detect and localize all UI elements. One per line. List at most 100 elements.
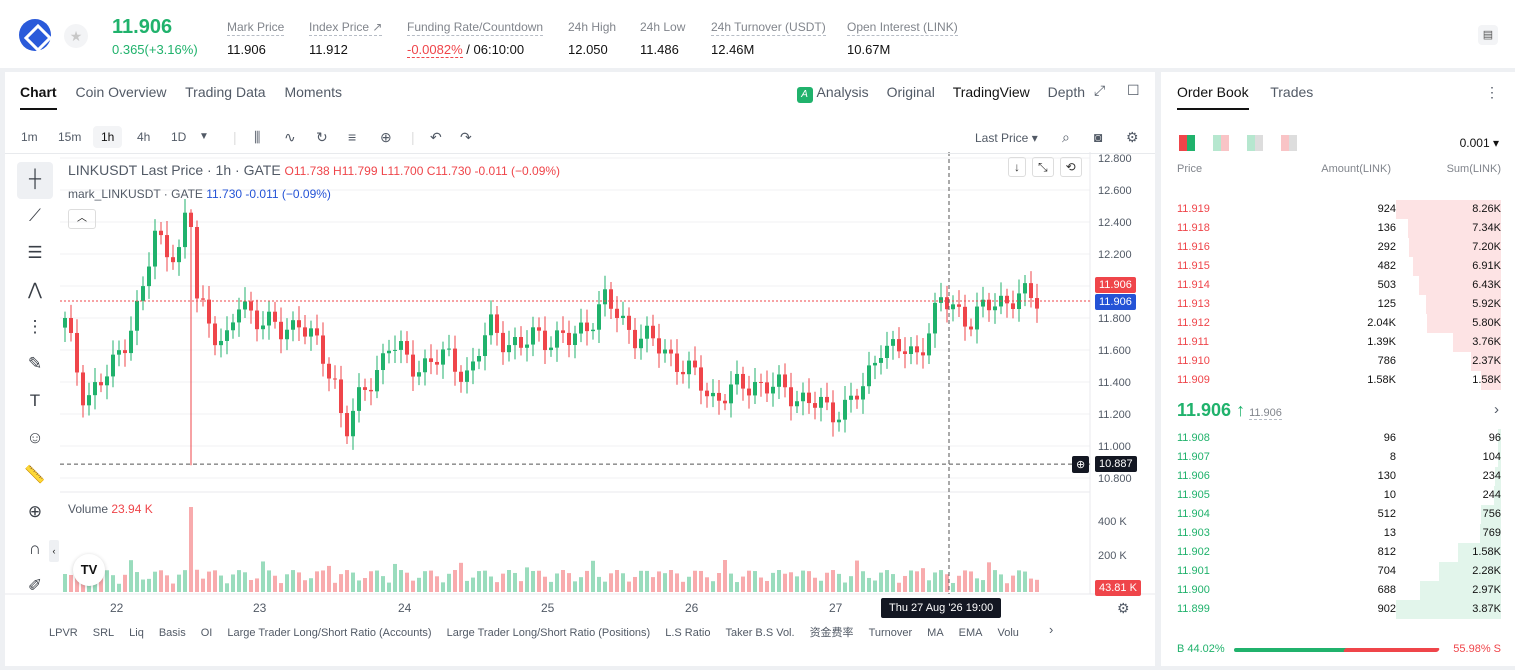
expand-icon[interactable]: ⤢: [1094, 82, 1106, 98]
chevron-right-icon[interactable]: ›: [1049, 622, 1054, 637]
emoji-icon[interactable]: ☺: [26, 428, 44, 447]
mid-price[interactable]: 11.906 ↑ 11.906: [1177, 400, 1282, 420]
interval-15m[interactable]: 15m: [58, 130, 82, 144]
templates-icon[interactable]: ≡: [348, 129, 357, 145]
layout-asks-icon[interactable]: [1281, 135, 1297, 151]
camera-icon[interactable]: ◙: [1094, 129, 1103, 145]
volume-bar: [735, 582, 739, 592]
interval-4h[interactable]: 4h: [137, 130, 151, 144]
indicator-7[interactable]: L.S Ratio: [665, 627, 711, 639]
trendline-icon[interactable]: ⟋: [29, 206, 41, 225]
more-icon[interactable]: ⋮: [1485, 84, 1499, 100]
layout-bids-icon[interactable]: [1247, 135, 1263, 151]
toolbar-collapse-button[interactable]: ‹: [49, 540, 59, 562]
indicator-9[interactable]: 资金费率: [809, 627, 854, 639]
tab-coin-overview[interactable]: Coin Overview: [75, 84, 167, 100]
asks-row[interactable]: 11.914 503 6.43K: [1177, 276, 1501, 295]
view-depth[interactable]: Depth: [1047, 84, 1085, 100]
undo-icon[interactable]: ↶: [430, 129, 442, 145]
indicator-10[interactable]: Turnover: [868, 627, 913, 639]
search-icon[interactable]: ⌕: [1062, 129, 1070, 145]
bids-row[interactable]: 11.899 902 3.87K: [1177, 600, 1501, 619]
favorite-star-icon[interactable]: ★: [64, 24, 88, 48]
view-tradingview[interactable]: TradingView: [952, 84, 1030, 100]
candle-type-icon[interactable]: ⫼: [254, 129, 261, 145]
bids-row[interactable]: 11.902 812 1.58K: [1177, 543, 1501, 562]
ruler-icon[interactable]: 📏: [24, 465, 46, 484]
hlines-icon[interactable]: ☰: [27, 243, 43, 262]
scroll-down-icon[interactable]: ↓: [1008, 157, 1026, 177]
indicator-13[interactable]: Volu: [997, 627, 1019, 639]
stat-mark-price[interactable]: Mark Price 11.906: [227, 20, 285, 57]
fib-icon[interactable]: ⋮: [26, 317, 44, 336]
indicator-12[interactable]: EMA: [958, 627, 983, 639]
view-original[interactable]: Original: [886, 84, 935, 100]
bids-row[interactable]: 11.901 704 2.28K: [1177, 562, 1501, 581]
price-change: 0.365(+3.16%): [112, 42, 198, 57]
indicators-icon[interactable]: ∿: [284, 129, 296, 145]
crosshair-icon[interactable]: ┼: [17, 162, 53, 199]
view-analysis[interactable]: A Analysis: [796, 84, 869, 103]
loop-icon[interactable]: ⟲: [1059, 157, 1082, 177]
interval-1h[interactable]: 1h: [93, 126, 123, 148]
tab-chart[interactable]: Chart: [20, 84, 57, 110]
zoom-icon[interactable]: ⊕: [27, 502, 43, 521]
indicator-1[interactable]: SRL: [92, 627, 115, 639]
tab-order-book[interactable]: Order Book: [1177, 84, 1249, 110]
bids-row[interactable]: 11.903 13 769: [1177, 524, 1501, 543]
interval-1m[interactable]: 1m: [21, 130, 38, 144]
alert-add-icon[interactable]: ⊕: [380, 129, 392, 145]
replay-icon[interactable]: ↻: [316, 129, 328, 145]
asks-row[interactable]: 11.916 292 7.20K: [1177, 238, 1501, 257]
tab-trades[interactable]: Trades: [1270, 84, 1314, 100]
asks-row[interactable]: 11.909 1.58K 1.58K: [1177, 371, 1501, 390]
asks-row[interactable]: 11.912 2.04K 5.80K: [1177, 314, 1501, 333]
indicator-2[interactable]: Liq: [129, 627, 144, 639]
layout-both-icon[interactable]: [1179, 135, 1195, 151]
last-price-dropdown[interactable]: Last Price ▾: [975, 131, 1038, 145]
indicator-3[interactable]: Basis: [158, 627, 186, 639]
pattern-icon[interactable]: ⋀: [28, 280, 42, 299]
text-icon[interactable]: T: [29, 391, 41, 410]
book-icon[interactable]: ▤: [1478, 25, 1498, 45]
bids-row[interactable]: 11.900 688 2.97K: [1177, 581, 1501, 600]
magnet-icon[interactable]: ∩: [28, 539, 42, 558]
asks-row[interactable]: 11.915 482 6.91K: [1177, 257, 1501, 276]
add-alert-icon[interactable]: ⊕: [1072, 456, 1090, 473]
indicator-11[interactable]: MA: [927, 627, 944, 639]
layout-split-icon[interactable]: [1213, 135, 1229, 151]
redo-icon[interactable]: ↷: [460, 129, 472, 145]
shrink-icon[interactable]: ⤡: [1032, 157, 1054, 177]
precision-dropdown[interactable]: 0.001 ▾: [1459, 136, 1499, 150]
stat-index-price[interactable]: Index Price ↗ 11.912: [309, 20, 383, 57]
bids-row[interactable]: 11.907 8 104: [1177, 448, 1501, 467]
brush-icon[interactable]: ✎: [27, 354, 43, 373]
indicator-8[interactable]: Taker B.S Vol.: [725, 627, 795, 639]
stat-open-interest[interactable]: Open Interest (LINK) 10.67M: [847, 20, 958, 57]
indicator-6[interactable]: Large Trader Long/Short Ratio (Positions…: [446, 627, 651, 639]
stat-24h-turnover[interactable]: 24h Turnover (USDT) 12.46M: [711, 20, 826, 57]
indicator-0[interactable]: LPVR: [49, 627, 78, 639]
pencil-icon[interactable]: ✐: [27, 576, 43, 595]
collapse-legend-button[interactable]: ︿: [68, 209, 96, 229]
axis-settings-icon[interactable]: ⚙: [1117, 600, 1130, 616]
bids-row[interactable]: 11.904 512 756: [1177, 505, 1501, 524]
asks-row[interactable]: 11.913 125 5.92K: [1177, 295, 1501, 314]
stat-funding-rate[interactable]: Funding Rate/Countdown -0.0082% / 06:10:0…: [407, 20, 544, 58]
chevron-down-icon[interactable]: ▼: [199, 131, 209, 142]
asks-row[interactable]: 11.918 136 7.34K: [1177, 219, 1501, 238]
tab-moments[interactable]: Moments: [284, 84, 343, 100]
interval-1d[interactable]: 1D: [171, 130, 187, 144]
asks-row[interactable]: 11.919 924 8.26K: [1177, 200, 1501, 219]
chevron-right-icon[interactable]: ›: [1494, 401, 1499, 418]
asks-row[interactable]: 11.910 786 2.37K: [1177, 352, 1501, 371]
window-icon[interactable]: ☐: [1127, 82, 1140, 98]
asks-row[interactable]: 11.911 1.39K 3.76K: [1177, 333, 1501, 352]
bids-row[interactable]: 11.908 96 96: [1177, 429, 1501, 448]
bids-row[interactable]: 11.906 130 234: [1177, 467, 1501, 486]
indicator-4[interactable]: OI: [200, 627, 213, 639]
indicator-5[interactable]: Large Trader Long/Short Ratio (Accounts): [227, 627, 432, 639]
tab-trading-data[interactable]: Trading Data: [185, 84, 266, 100]
gear-icon[interactable]: ⚙: [1126, 129, 1139, 145]
bids-row[interactable]: 11.905 10 244: [1177, 486, 1501, 505]
